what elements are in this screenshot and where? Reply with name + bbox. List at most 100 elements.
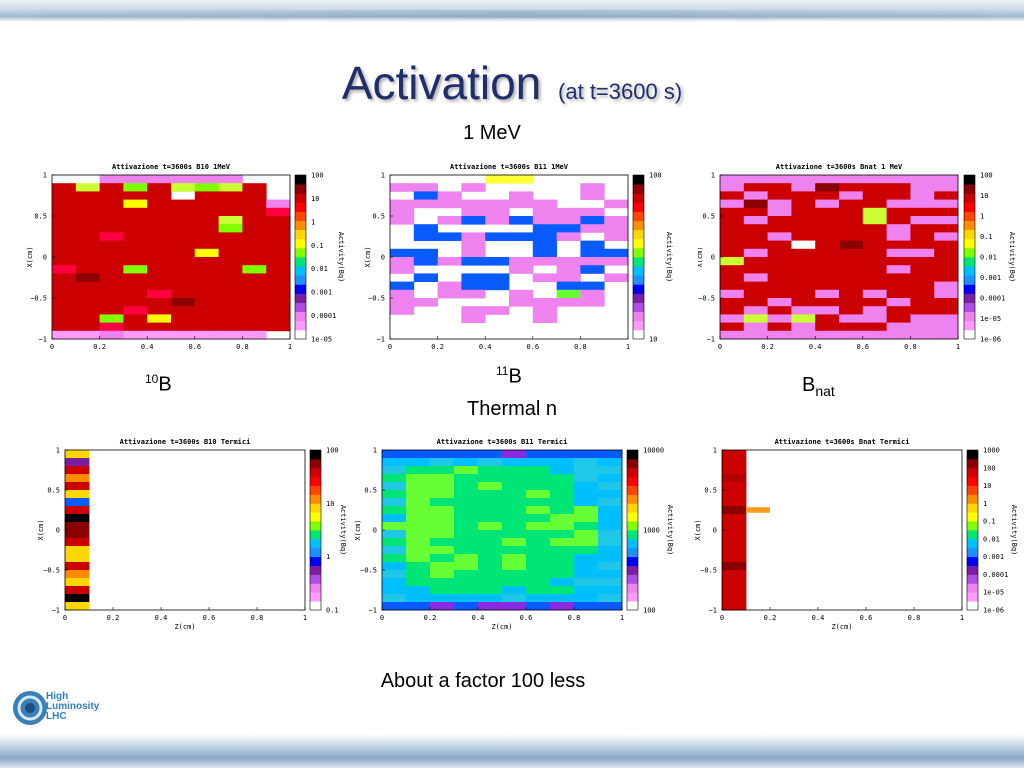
heatmap-cell [526,602,551,611]
colorbar-tick-label: 100 [643,607,656,615]
heatmap-cell [194,289,219,299]
heatmap-cell [147,175,172,184]
heatmap-cell [485,232,510,241]
heatmap-cell [550,522,575,531]
heatmap-cell [791,199,816,209]
chart-b10-thermal: Attivazione t=3600s B10 Termici 0 0.2 0.4 0.… [35,432,365,642]
heatmap-cell [123,232,148,241]
colorbar-segment [967,565,978,575]
heatmap-cell [574,554,599,563]
heatmap-cell [886,289,911,299]
label-b11-base: B [508,365,522,388]
heatmap-cell [862,199,887,209]
heatmap-cell [147,183,172,192]
heatmap-cell [430,490,455,499]
heatmap-cell [478,522,503,531]
heatmap-cell [242,216,267,225]
heatmap-cell [722,458,747,467]
colorbar-segment [295,238,306,249]
heatmap-cell [99,207,124,217]
heatmap-cell [437,191,462,200]
heatmap-cell [413,183,438,192]
heatmap-cell [218,289,243,299]
y-tick-label: 1 [711,172,715,180]
x-tick-label: 0.4 [141,343,154,351]
y-tick-label: 0 [43,254,47,262]
heatmap-cell [382,586,407,595]
heatmap-cell [502,490,527,499]
x-axis-label: Z(cm) [831,623,852,631]
heatmap-cell [194,191,219,200]
heatmap-cell [266,248,291,258]
heatmap-cell [910,183,935,192]
heatmap-cell [886,273,911,282]
heatmap-cell [147,199,172,209]
chart-bnat-thermal: Attivazione t=3600s Bnat Termici 0 0.2 0.4 0… [692,432,1024,642]
heatmap-cell [382,474,407,483]
heatmap-cell [791,281,816,291]
heatmap-cell [382,466,407,475]
heatmap-cell [574,506,599,515]
colorbar-tick-label: 10 [311,195,319,203]
heatmap-cell [478,506,503,515]
heatmap-cell [99,216,124,225]
heatmap-cell [839,191,864,200]
colorbar-segment [310,530,321,540]
chart-title: Attivazione t=3600s Bnat 1 MeV [776,163,903,171]
heatmap-cell [194,224,219,233]
heatmap-cell [171,232,196,241]
heatmap-cell [791,322,816,332]
heatmap-cell [242,314,267,323]
colorbar-segment [964,257,975,267]
heatmap-cell [390,281,415,291]
y-axis-label: X(cm) [694,519,702,540]
heatmap-cell [934,232,959,241]
heatmap-cell [934,248,959,258]
heatmap-cell [604,199,629,209]
heatmap-cell [767,240,792,250]
y-tick-label: 0 [56,527,60,535]
x-tick-label: 1 [620,614,624,622]
heatmap-cell [406,562,431,571]
colorbar-segment [627,467,638,478]
logo-line3: LHC [46,711,67,722]
x-tick-label: 0.2 [764,614,777,622]
heatmap-cell [454,538,479,547]
heatmap-cell [430,482,455,491]
heatmap-cell [413,191,438,200]
colorbar-segment [633,238,644,249]
heatmap-cell [839,248,864,258]
heatmap-cell [502,458,527,467]
colorbar-tick-label: 1000 [643,527,660,535]
heatmap-cell [478,578,503,587]
x-tick-label: 1 [956,343,960,351]
x-tick-label: 0.6 [188,343,201,351]
heatmap-cell [604,273,629,282]
colorbar-tick-label: 10 [649,336,657,344]
heatmap-cell [910,232,935,241]
heatmap-cell [532,306,557,315]
heatmap-cell [413,298,438,307]
heatmap-cell [406,594,431,603]
colorbar-tick-label: 1e-05 [980,315,1001,323]
heatmap-cell [437,257,462,266]
heatmap-cell [147,322,172,332]
heatmap-cell [52,330,77,340]
heatmap-cell [886,191,911,200]
heatmap-cell [461,289,486,299]
heatmap-cell [509,289,534,299]
heatmap-cell [550,594,575,603]
heatmap-cell [390,306,415,315]
colorbar-segment [310,467,321,478]
colorbar-segment [310,565,321,575]
heatmap-cell [123,257,148,266]
colorbar-tick-label: 0.0001 [983,571,1008,579]
heatmap-cell [862,289,887,299]
x-tick-label: 0.6 [520,614,533,622]
colorbar-tick-label: 1e-05 [983,589,1004,597]
heatmap-cell [406,506,431,515]
x-tick-label: 0 [388,343,392,351]
heatmap-cell [556,207,581,217]
heatmap-cell [99,240,124,250]
heatmap-cell [862,175,887,184]
